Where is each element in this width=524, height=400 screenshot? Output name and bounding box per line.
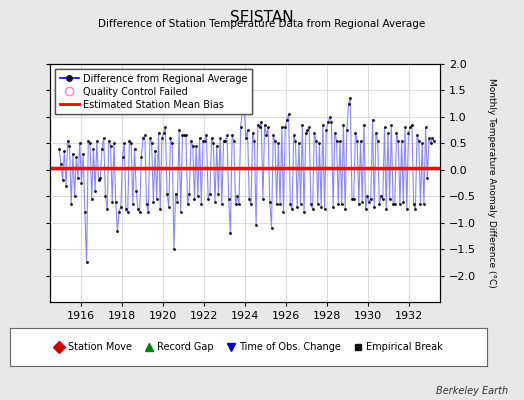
- Legend: Station Move, Record Gap, Time of Obs. Change, Empirical Break: Station Move, Record Gap, Time of Obs. C…: [52, 339, 446, 355]
- Text: SEISTAN: SEISTAN: [230, 10, 294, 25]
- Legend: Difference from Regional Average, Quality Control Failed, Estimated Station Mean: Difference from Regional Average, Qualit…: [54, 69, 252, 114]
- Text: Difference of Station Temperature Data from Regional Average: Difference of Station Temperature Data f…: [99, 19, 425, 29]
- Text: Berkeley Earth: Berkeley Earth: [436, 386, 508, 396]
- Y-axis label: Monthly Temperature Anomaly Difference (°C): Monthly Temperature Anomaly Difference (…: [487, 78, 496, 288]
